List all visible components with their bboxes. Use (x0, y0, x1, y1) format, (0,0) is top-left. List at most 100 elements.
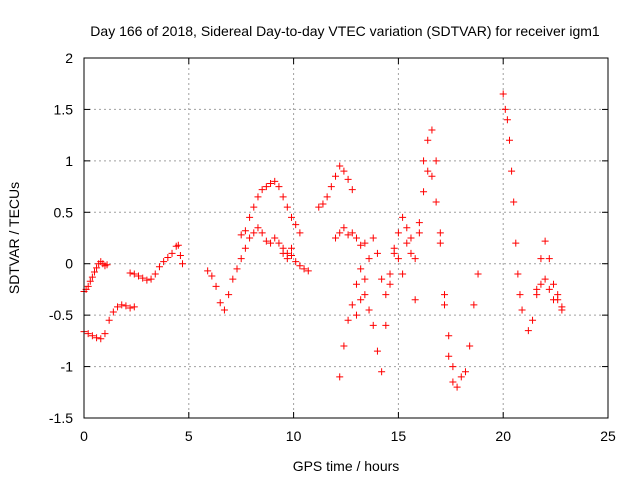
data-point (514, 270, 522, 278)
x-axis-label: GPS time / hours (293, 458, 400, 474)
data-point (394, 255, 402, 263)
data-point (524, 327, 532, 335)
data-point (432, 198, 440, 206)
data-point (93, 264, 101, 272)
data-point (279, 249, 287, 257)
data-point (432, 157, 440, 165)
data-point (340, 167, 348, 175)
data-point (288, 244, 296, 252)
y-tick-label: -1 (61, 359, 74, 375)
data-point (208, 272, 216, 280)
data-point (241, 244, 249, 252)
x-tick-label: 10 (286, 428, 302, 444)
data-point (378, 275, 386, 283)
data-point (147, 275, 155, 283)
data-point (415, 219, 423, 227)
data-point (332, 172, 340, 180)
data-point (466, 342, 474, 350)
data-point (445, 352, 453, 360)
data-point (275, 183, 283, 191)
data-point (550, 296, 558, 304)
data-point (386, 280, 394, 288)
series-arc-9 (336, 213, 419, 381)
data-point (411, 255, 419, 263)
data-point (510, 198, 518, 206)
data-point (292, 258, 300, 266)
x-tick-labels: 0 5 10 15 20 25 (80, 428, 616, 444)
data-point (344, 175, 352, 183)
series-arc-6 (279, 249, 312, 275)
data-point (105, 316, 113, 324)
data-point (373, 347, 381, 355)
series-arc-2 (80, 301, 138, 343)
data-point (254, 193, 262, 201)
data-point (130, 303, 138, 311)
series-arc-11 (415, 126, 482, 391)
y-tick-label: 0 (65, 256, 73, 272)
data-point (267, 239, 275, 247)
series-arc-3 (126, 241, 187, 284)
data-point (267, 179, 275, 187)
data-point (415, 229, 423, 237)
data-point (411, 296, 419, 304)
data-point (168, 249, 176, 257)
data-point (453, 383, 461, 391)
data-point (344, 231, 352, 239)
data-point (258, 186, 266, 194)
data-point (327, 183, 335, 191)
data-point (84, 282, 92, 290)
data-point (424, 167, 432, 175)
data-point (503, 116, 511, 124)
data-point (93, 334, 101, 342)
data-point (258, 229, 266, 237)
data-point (352, 311, 360, 319)
data-point (541, 237, 549, 245)
data-point (88, 332, 96, 340)
data-point (361, 291, 369, 299)
data-point (88, 273, 96, 281)
data-point (382, 291, 390, 299)
data-point (399, 270, 407, 278)
data-point (204, 267, 212, 275)
data-point (103, 261, 111, 269)
data-point (533, 285, 541, 293)
data-point (126, 269, 134, 277)
data-point (336, 373, 344, 381)
data-point (126, 304, 134, 312)
data-point (340, 224, 348, 232)
y-tick-label: 1 (65, 153, 73, 169)
x-tick-label: 15 (391, 428, 407, 444)
plot-border (83, 57, 609, 419)
data-point (323, 193, 331, 201)
data-point (246, 234, 254, 242)
data-point (508, 167, 516, 175)
data-point (332, 234, 340, 242)
data-point (275, 239, 283, 247)
axis-ticks (83, 57, 609, 419)
y-axis-label: SDTVAR / TECUs (6, 182, 22, 294)
data-point (348, 186, 356, 194)
data-point (155, 263, 163, 271)
series-arc-5 (237, 177, 304, 239)
data-point (174, 241, 182, 249)
data-point (271, 234, 279, 242)
data-point (262, 237, 270, 245)
y-tick-label: 2 (65, 50, 73, 66)
data-point (352, 280, 360, 288)
data-point (361, 239, 369, 247)
data-point (461, 368, 469, 376)
data-point (319, 200, 327, 208)
y-tick-labels: -1.5 -1 -0.5 0 0.5 1 1.5 2 (49, 50, 73, 426)
data-point (445, 332, 453, 340)
series-arc-10 (352, 234, 419, 319)
data-point (122, 302, 130, 310)
data-point (382, 321, 390, 329)
data-point (501, 105, 509, 113)
data-point (250, 203, 258, 211)
data-point (558, 306, 566, 314)
data-point (373, 249, 381, 257)
data-point (160, 258, 168, 266)
data-point (407, 234, 415, 242)
data-point (348, 301, 356, 309)
